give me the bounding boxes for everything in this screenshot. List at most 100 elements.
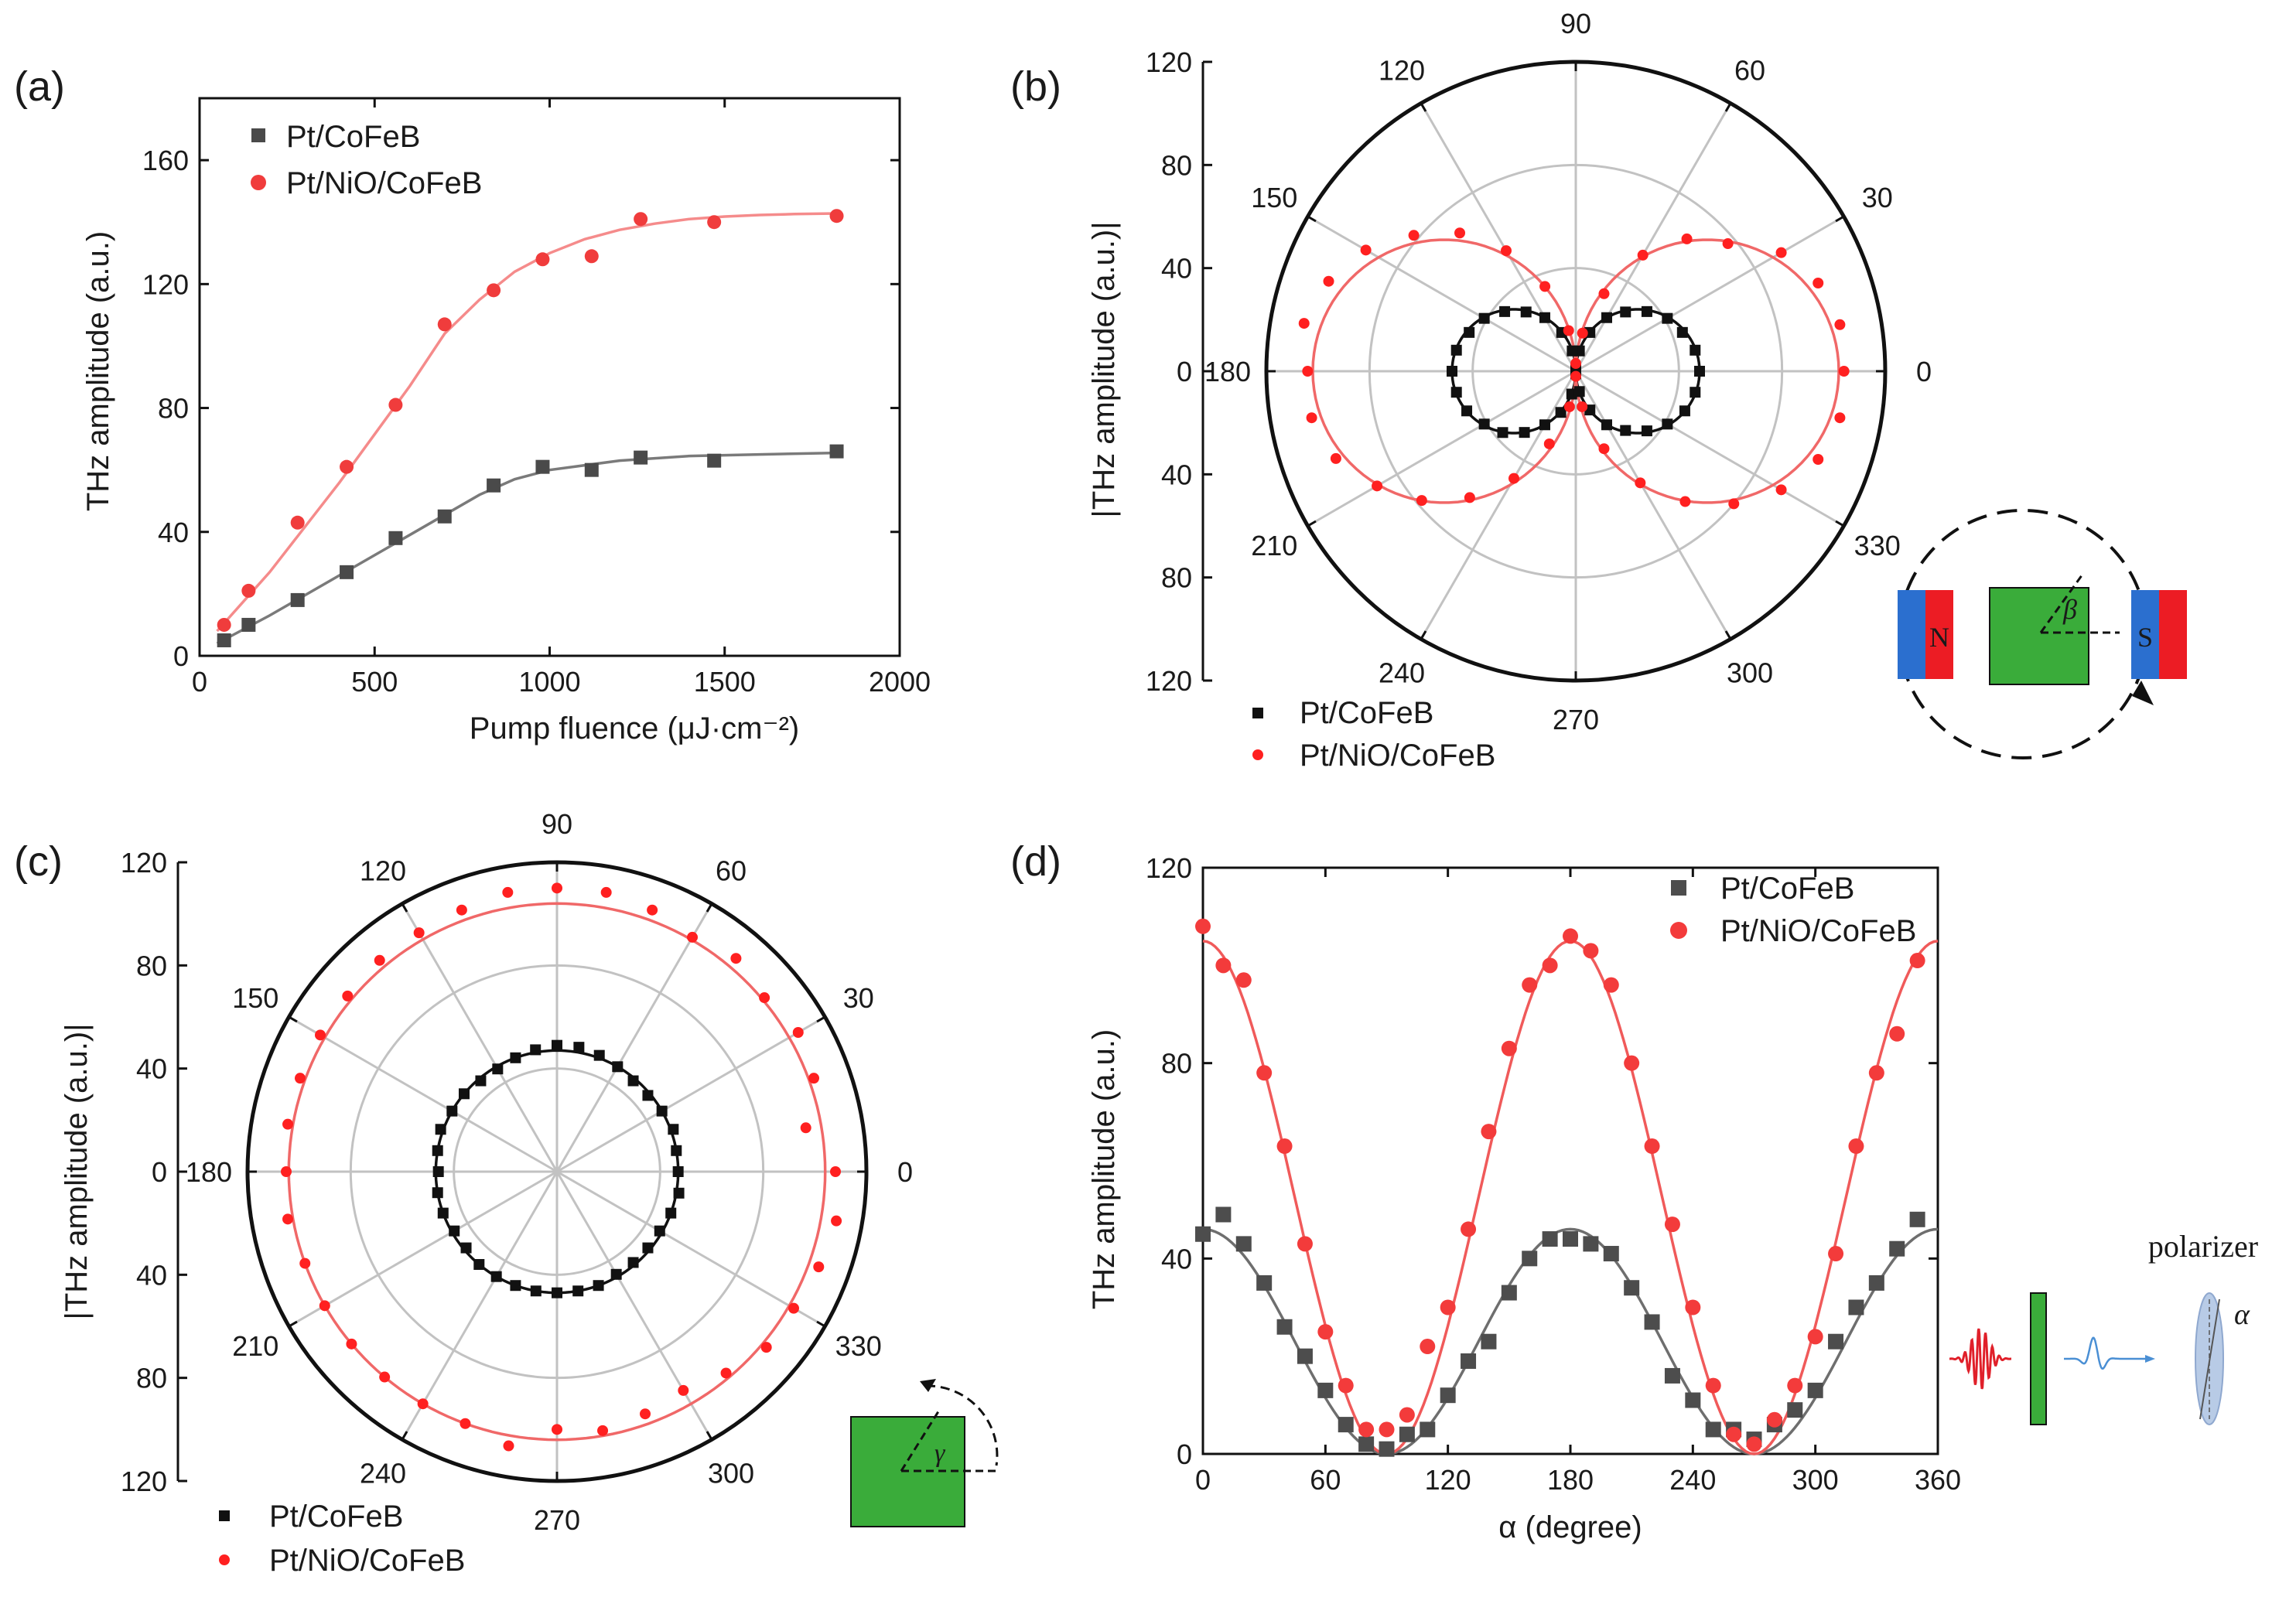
legend-marker-pt-cofeb <box>1252 708 1263 718</box>
data-point-pt-cofeb <box>1276 1319 1293 1335</box>
radial-tick-label: 120 <box>1146 46 1192 78</box>
data-point-pt-nio-cofeb <box>647 904 658 916</box>
angle-tick-mark <box>1307 520 1317 527</box>
data-point-pt-nio-cofeb <box>720 1367 732 1379</box>
angle-tick-label: 0 <box>897 1156 913 1188</box>
radial-tick-label: 80 <box>1161 562 1192 594</box>
x-tick-label: 60 <box>1310 1464 1341 1496</box>
y-tick-label: 160 <box>142 145 189 176</box>
panel-b-legend-pt-cofeb: Pt/CoFeB <box>1300 696 1433 730</box>
data-point-pt-nio-cofeb <box>1889 1025 1905 1042</box>
grid-spoke <box>401 1171 559 1441</box>
data-point-pt-nio-cofeb <box>1522 977 1538 993</box>
data-point-pt-nio-cofeb <box>1461 1221 1477 1237</box>
y-tick-label: 80 <box>158 393 189 425</box>
data-point-pt-cofeb <box>510 1052 521 1063</box>
grid-spoke <box>1575 215 1845 373</box>
magnet-s-blue <box>2131 590 2159 679</box>
data-point-pt-cofeb <box>487 478 501 493</box>
data-point-pt-nio-cofeb <box>707 215 722 230</box>
angle-tick-mark <box>288 1320 298 1328</box>
angle-tick-mark <box>1724 630 1732 640</box>
data-point-pt-cofeb <box>673 1187 685 1199</box>
data-point-pt-cofeb <box>1601 419 1612 431</box>
data-point-pt-cofeb <box>642 1090 654 1101</box>
data-point-pt-nio-cofeb <box>1195 918 1211 934</box>
data-point-pt-nio-cofeb <box>1563 928 1578 944</box>
data-point-pt-cofeb <box>1522 1251 1538 1267</box>
data-point-pt-nio-cofeb <box>535 252 550 267</box>
data-point-pt-cofeb <box>593 1049 605 1061</box>
radial-tick-label: 80 <box>1161 149 1192 181</box>
data-point-pt-nio-cofeb <box>552 882 562 894</box>
data-point-pt-nio-cofeb <box>640 1408 651 1420</box>
grid-spoke <box>1574 370 1732 640</box>
panel-d-axes: 0 60 120 180 240 300 360 0 40 80 120 <box>1146 852 1961 1496</box>
panel-d-label: (d) <box>1010 838 1061 885</box>
x-tick-label: 500 <box>351 666 398 698</box>
data-point-pt-cofeb <box>492 1063 504 1075</box>
data-point-pt-cofeb <box>241 617 256 632</box>
angle-tick-label: 120 <box>1379 54 1425 86</box>
data-point-pt-nio-cofeb <box>1644 1138 1660 1155</box>
data-point-pt-cofeb <box>510 1280 521 1292</box>
data-point-pt-nio-cofeb <box>1813 454 1824 466</box>
angle-tick-label: 240 <box>1379 657 1425 689</box>
data-point-pt-nio-cofeb <box>282 1213 294 1225</box>
legend-marker-pt-nio-cofeb <box>1670 922 1687 939</box>
data-point-pt-nio-cofeb <box>319 1300 330 1312</box>
data-point-pt-cofeb <box>340 565 354 579</box>
data-point-pt-cofeb <box>1519 427 1530 438</box>
radial-tick-label: 120 <box>121 1466 167 1497</box>
angle-tick-label: 30 <box>843 982 874 1014</box>
data-point-pt-nio-cofeb <box>1358 1421 1375 1438</box>
data-point-pt-nio-cofeb <box>1583 943 1599 959</box>
panel-a: (a) 0 500 1000 1500 2000 0 40 80 120 160 Pump flu… <box>14 63 931 746</box>
angle-tick-label: 300 <box>1727 657 1773 689</box>
data-point-pt-cofeb <box>530 1044 542 1056</box>
angle-tick-mark <box>816 1320 826 1328</box>
data-point-pt-cofeb <box>668 1124 679 1135</box>
data-point-pt-nio-cofeb <box>460 1418 471 1429</box>
x-tick-label: 2000 <box>869 666 931 698</box>
data-point-pt-cofeb <box>1195 1226 1211 1242</box>
data-point-pt-cofeb <box>1563 1231 1578 1247</box>
angle-tick-label: 120 <box>360 855 406 886</box>
x-tick-label: 0 <box>192 666 207 698</box>
data-point-pt-nio-cofeb <box>1542 957 1558 974</box>
data-point-pt-nio-cofeb <box>299 1257 311 1269</box>
alpha-angle-label: α <box>2234 1298 2250 1331</box>
legend-marker-pt-cofeb <box>219 1510 230 1521</box>
data-point-pt-cofeb <box>1685 1392 1701 1408</box>
grid-spoke <box>288 1015 558 1173</box>
data-point-pt-nio-cofeb <box>1276 1138 1293 1155</box>
data-point-pt-nio-cofeb <box>1297 1236 1313 1252</box>
data-point-pt-nio-cofeb <box>813 1261 825 1273</box>
data-point-pt-cofeb <box>473 1259 485 1271</box>
data-point-pt-cofeb <box>1690 387 1701 398</box>
data-point-pt-cofeb <box>1420 1421 1436 1438</box>
data-point-pt-cofeb <box>217 633 231 647</box>
data-point-pt-cofeb <box>1499 305 1511 317</box>
data-point-pt-nio-cofeb <box>792 1027 804 1038</box>
data-point-pt-cofeb <box>1694 366 1705 377</box>
data-point-pt-cofeb <box>1567 345 1578 357</box>
data-point-pt-cofeb <box>1520 306 1532 318</box>
data-point-pt-cofeb <box>1450 387 1462 398</box>
data-point-pt-cofeb <box>458 1088 470 1100</box>
data-point-pt-nio-cofeb <box>241 583 256 598</box>
panel-a-fit-lines <box>216 212 837 645</box>
angle-tick-label: 210 <box>1251 530 1297 561</box>
data-point-pt-nio-cofeb <box>315 1029 326 1041</box>
grid-spoke <box>288 1170 558 1328</box>
data-point-pt-nio-cofeb <box>217 617 231 632</box>
angle-tick-label: 330 <box>1854 530 1901 561</box>
data-point-pt-nio-cofeb <box>1464 492 1475 503</box>
data-point-pt-nio-cofeb <box>1440 1299 1456 1315</box>
legend-marker-pt-nio-cofeb <box>1252 749 1263 760</box>
data-point-pt-cofeb <box>1909 1211 1925 1227</box>
data-point-pt-cofeb <box>1787 1402 1803 1418</box>
y-tick-label: 120 <box>142 268 189 300</box>
data-point-pt-nio-cofeb <box>1635 477 1646 489</box>
data-point-pt-cofeb <box>1317 1382 1334 1398</box>
